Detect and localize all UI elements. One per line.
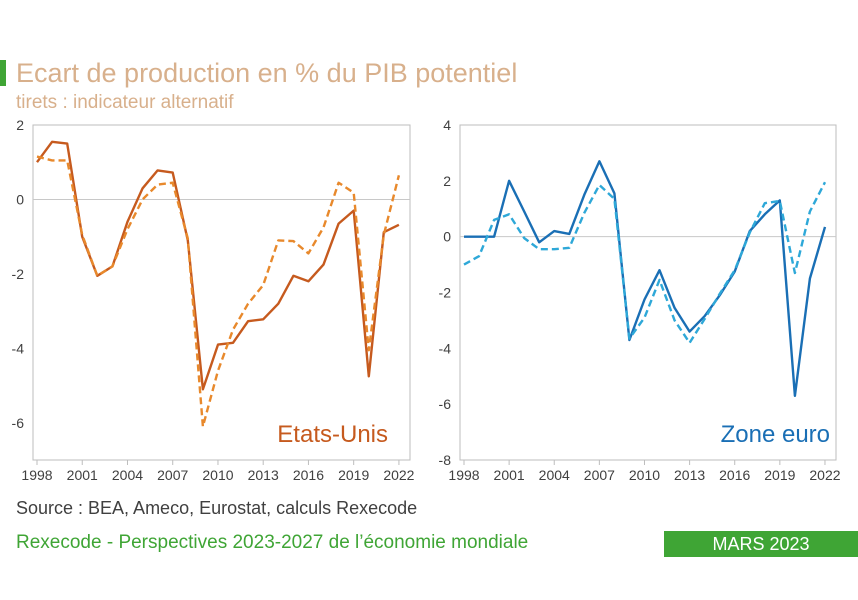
publisher-line: Rexecode - Perspectives 2023-2027 de l’é…: [16, 532, 529, 553]
us-x-tick-label: 2004: [112, 467, 143, 483]
chart-title: Ecart de production en % du PIB potentie…: [16, 58, 518, 88]
ez-x-tick-label: 2016: [719, 467, 750, 483]
ez-x-tick-label: 1998: [448, 467, 479, 483]
ez-y-tick-label: 0: [443, 229, 451, 245]
us-x-tick-label: 2013: [248, 467, 279, 483]
ez-x-tick-label: 2013: [674, 467, 705, 483]
us-x-tick-label: 2022: [383, 467, 414, 483]
ez-y-tick-label: -2: [439, 285, 452, 301]
title-accent-bar: [0, 60, 6, 86]
ez-y-tick-label: 2: [443, 173, 451, 189]
us-y-tick-label: 0: [16, 191, 24, 207]
ez-x-tick-label: 2019: [764, 467, 795, 483]
chart-subtitle: tirets : indicateur alternatif: [16, 92, 234, 113]
us-y-tick-label: -6: [12, 415, 25, 431]
ez-x-tick-label: 2007: [584, 467, 615, 483]
us-x-tick-label: 2001: [67, 467, 98, 483]
ez-y-tick-label: -4: [439, 340, 452, 356]
source-note: Source : BEA, Ameco, Eurostat, calculs R…: [16, 498, 418, 518]
us-x-tick-label: 2016: [293, 467, 324, 483]
us-series-alternative-line: [36, 155, 401, 428]
ez-y-tick-label: -8: [439, 452, 452, 468]
us-y-tick-label: 2: [16, 117, 24, 133]
ez-x-tick-label: 2022: [809, 467, 840, 483]
ez-x-tick-label: 2010: [629, 467, 660, 483]
ez-series-alternative-line: [463, 181, 827, 344]
us-series-main-line: [36, 140, 400, 391]
us-y-tick-label: -4: [12, 340, 25, 356]
us-panel-label: Etats-Unis: [277, 421, 388, 448]
ez-series-main-line: [464, 160, 827, 397]
us-plot-frame: [32, 124, 411, 461]
ez-x-tick-label: 2001: [494, 467, 525, 483]
us-x-tick-label: 1998: [21, 467, 52, 483]
us-y-tick-label: -2: [12, 266, 25, 282]
date-badge: MARS 2023: [664, 531, 858, 557]
us-x-tick-label: 2019: [338, 467, 369, 483]
us-x-tick-label: 2007: [157, 467, 188, 483]
ez-y-tick-label: -6: [439, 396, 452, 412]
ez-panel-label: Zone euro: [721, 421, 830, 448]
ez-y-tick-label: 4: [443, 117, 451, 133]
us-x-tick-label: 2010: [202, 467, 233, 483]
ez-plot-frame: [459, 124, 837, 461]
ez-x-tick-label: 2004: [539, 467, 570, 483]
